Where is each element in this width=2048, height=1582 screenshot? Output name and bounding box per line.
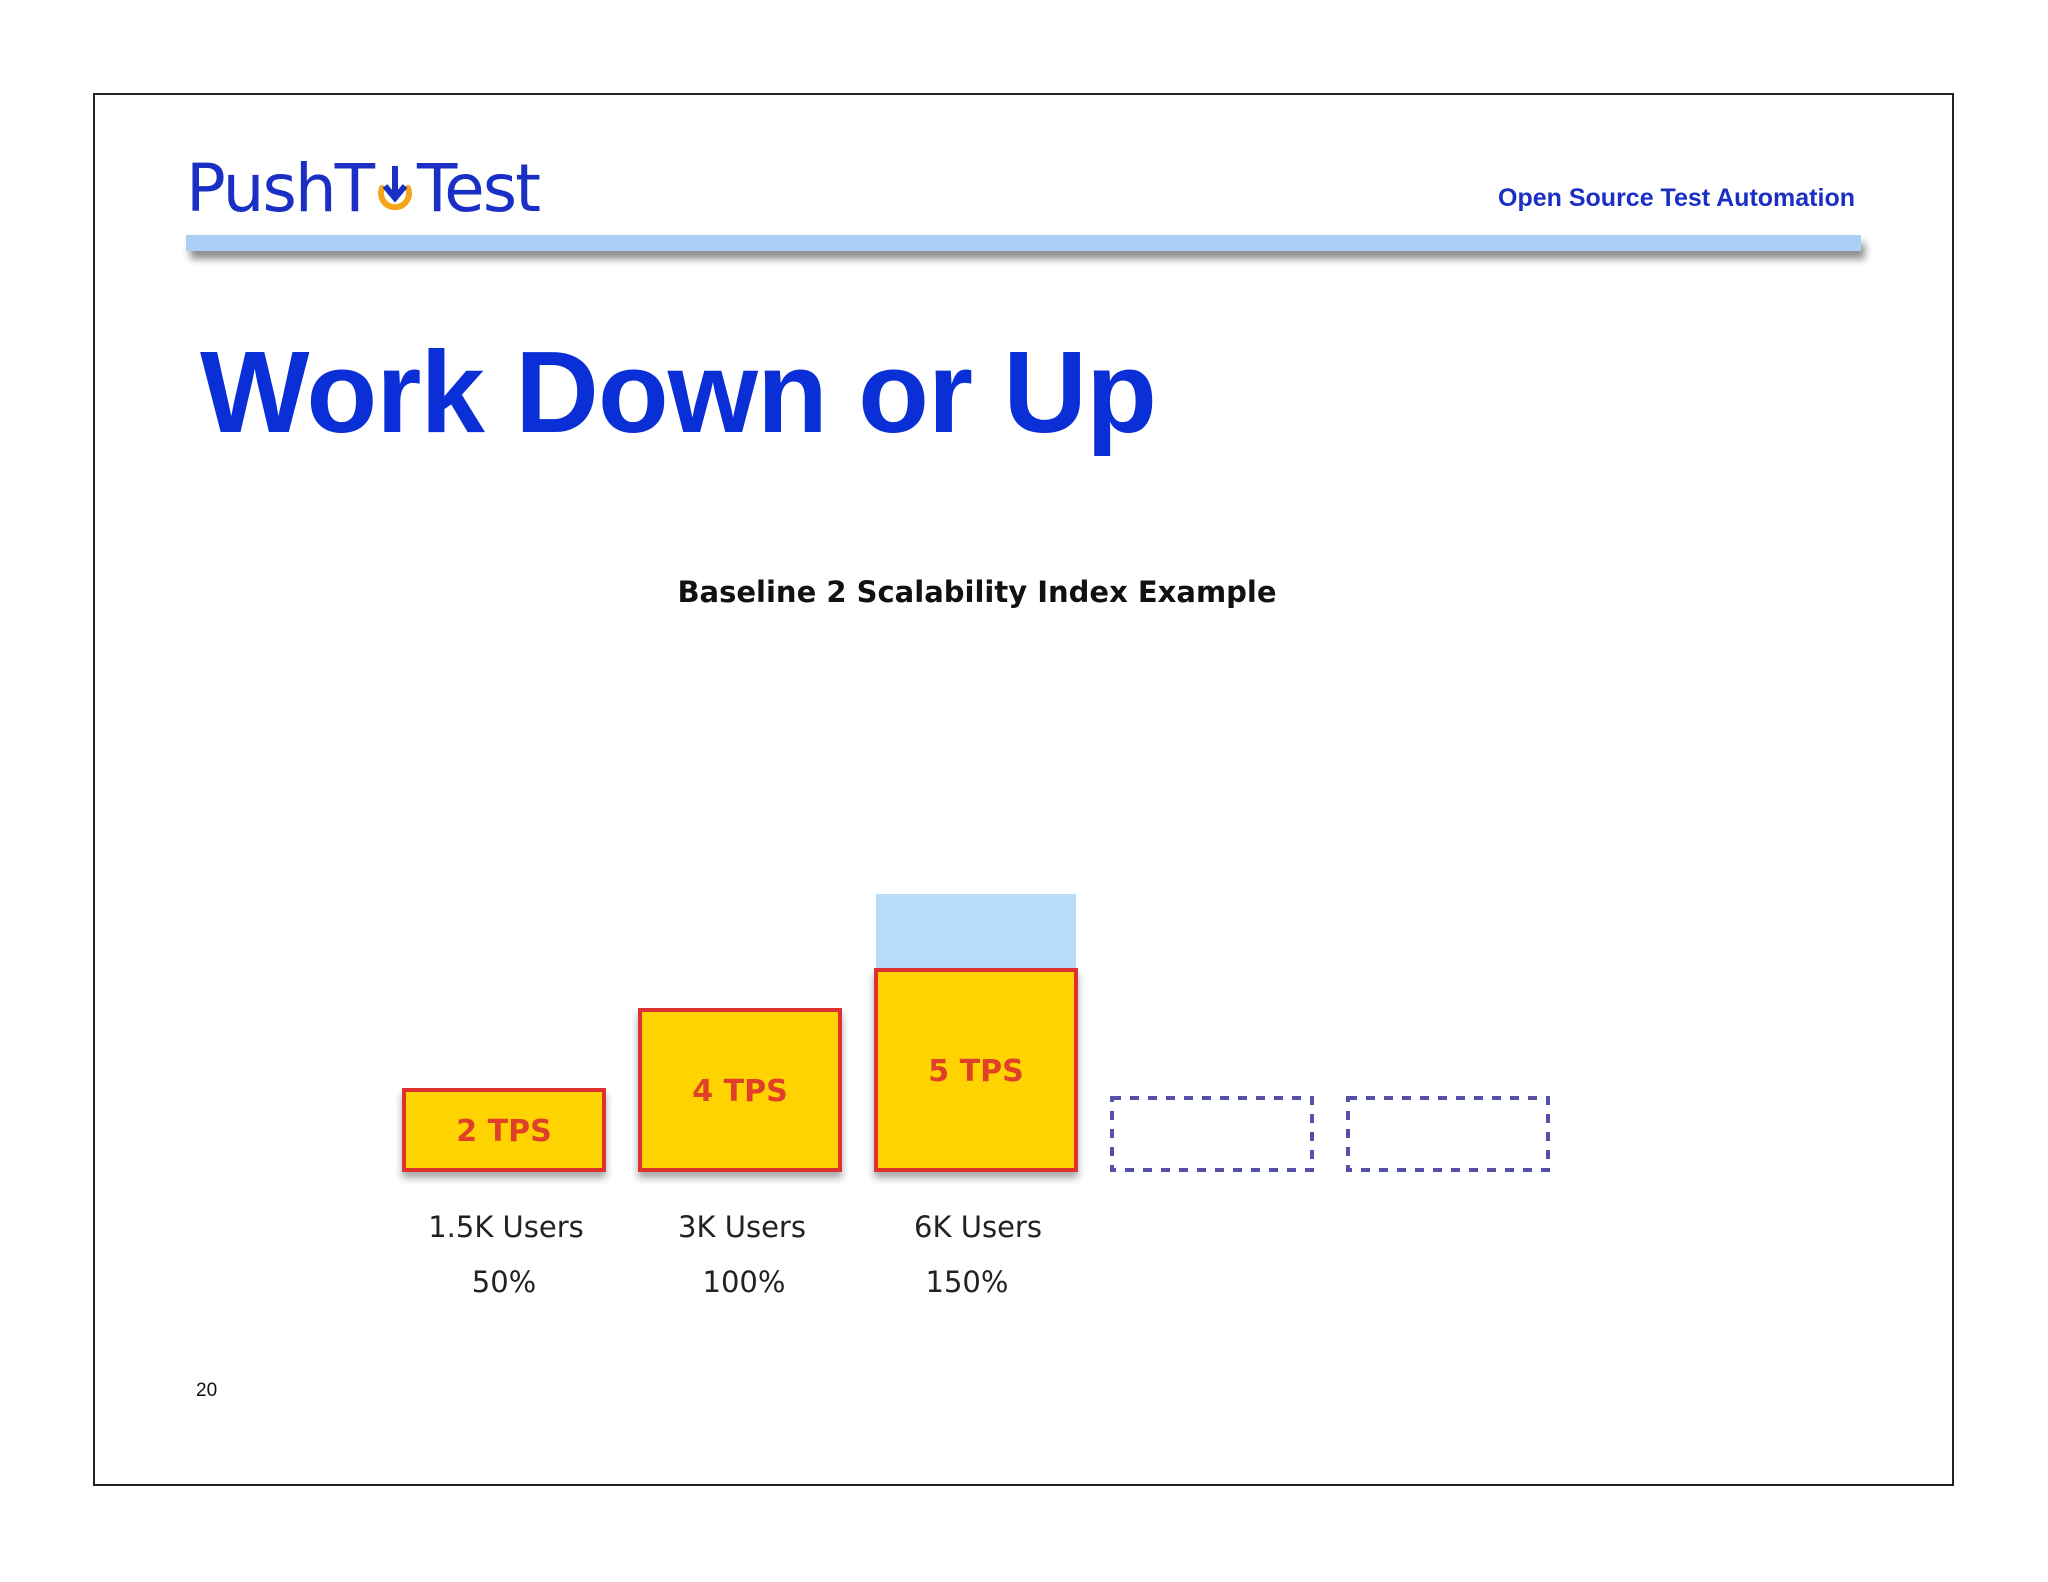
bar bbox=[874, 968, 1078, 1172]
bar-value-label: 4 TPS bbox=[692, 1074, 787, 1109]
category-label: 3K Users bbox=[678, 1210, 806, 1244]
slide-frame bbox=[93, 93, 1954, 1486]
page-number: 20 bbox=[196, 1380, 218, 1401]
category-label: 1.5K Users bbox=[428, 1210, 584, 1244]
logo-push-text: Push bbox=[186, 149, 337, 227]
bar bbox=[402, 1088, 606, 1172]
category-label: 6K Users bbox=[914, 1210, 1042, 1244]
placeholder-bar bbox=[1110, 1096, 1314, 1172]
logo-power-arrow-icon bbox=[378, 166, 412, 211]
logo-test-text: Test bbox=[417, 149, 541, 227]
capacity-headroom-block bbox=[876, 894, 1076, 972]
chart-title: Baseline 2 Scalability Index Example bbox=[677, 575, 1276, 609]
slide-title: Work Down or Up bbox=[200, 327, 1157, 457]
header-divider-bar bbox=[186, 235, 1861, 251]
bar-value-label: 2 TPS bbox=[456, 1114, 551, 1149]
bars-layer: 2 TPS 1.5K Users 50% 4 TPS 3K Users 100% 5 TPS… bbox=[402, 894, 1550, 1299]
percent-label: 50% bbox=[472, 1265, 536, 1299]
pushtotest-logo: Push T Test bbox=[186, 148, 541, 228]
placeholder-bar bbox=[1346, 1096, 1550, 1172]
bar bbox=[638, 1008, 842, 1172]
logo-t-text: T bbox=[334, 149, 375, 227]
tagline: Open Source Test Automation bbox=[1498, 184, 1855, 212]
bar-value-label: 5 TPS bbox=[928, 1054, 1023, 1089]
percent-label: 100% bbox=[703, 1265, 786, 1299]
percent-label: 150% bbox=[926, 1265, 1009, 1299]
